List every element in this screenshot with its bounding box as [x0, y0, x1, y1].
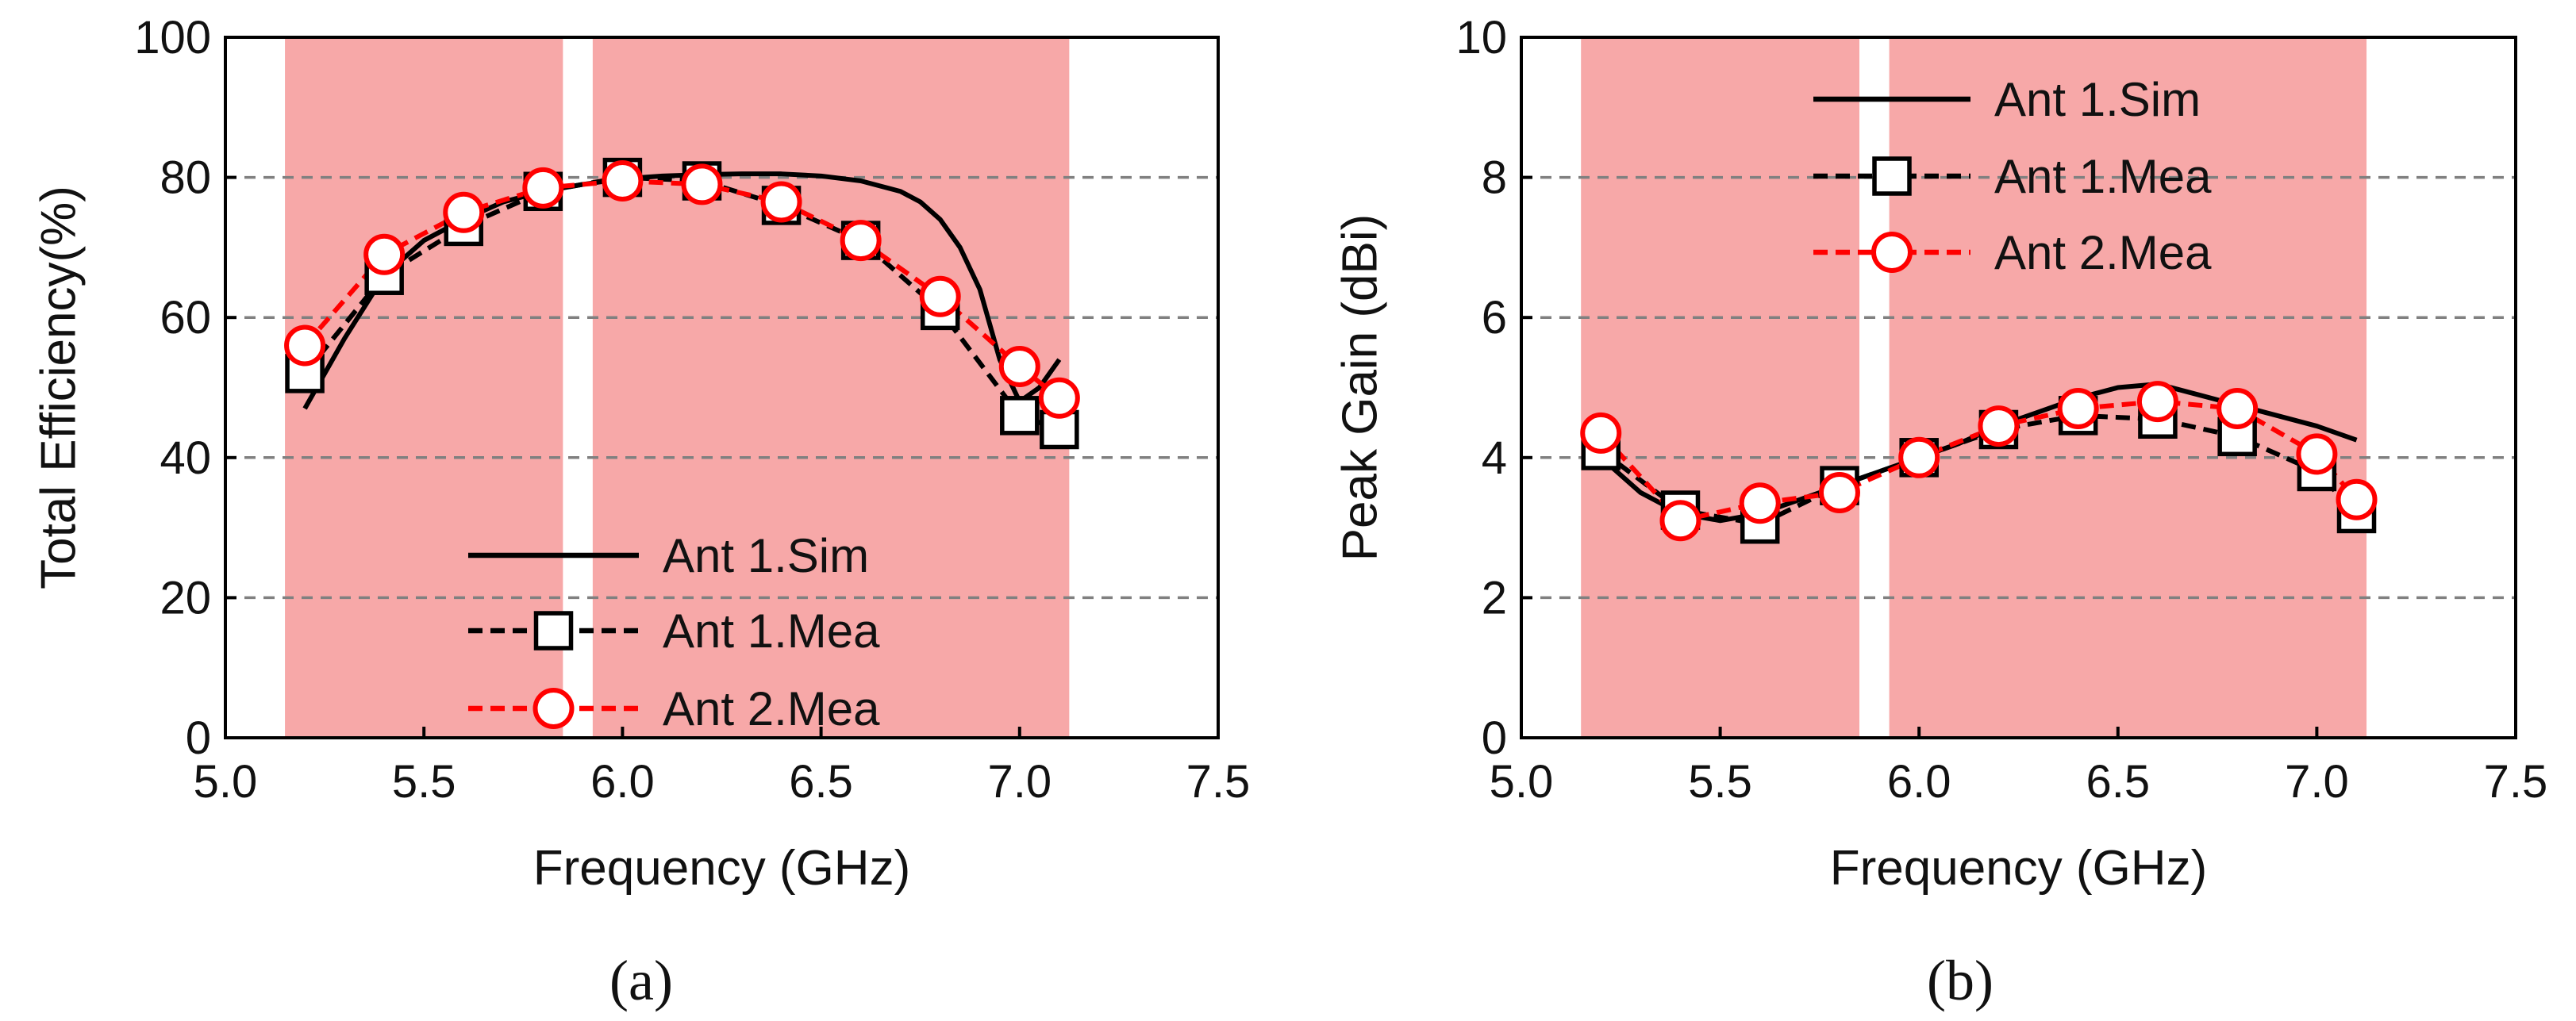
point-ant-2-mea [760, 181, 802, 223]
y-tick-label: 0 [1482, 712, 1507, 764]
point-ant-2-mea [2057, 387, 2099, 429]
x-axis-label: Frequency (GHz) [533, 841, 910, 896]
point-ant-2-mea [919, 275, 961, 317]
x-tick-label: 7.0 [987, 756, 1052, 808]
y-tick-label: 0 [186, 712, 211, 764]
legend-marker-ant-1-mea [533, 611, 574, 651]
gridlines [225, 175, 1218, 600]
legend-label-ant-2-mea: Ant 2.Mea [663, 682, 880, 735]
shaded-band-1 [285, 37, 563, 738]
point-ant-2-mea [1739, 482, 1781, 524]
plot-frame [224, 36, 1220, 739]
shaded-band-2 [592, 37, 1070, 738]
point-ant-2-mea [1659, 500, 1701, 542]
point-ant-1-mea [1000, 396, 1040, 436]
legend-label-ant-1-sim: Ant 1.Sim [663, 529, 869, 582]
y-tick-label: 6 [1482, 292, 1507, 344]
x-tick-label: 5.0 [194, 756, 258, 808]
point-ant-2-mea [2296, 433, 2338, 475]
legend-marker-ant-2-mea [533, 688, 575, 729]
point-ant-2-mea [522, 167, 564, 209]
point-ant-2-mea [284, 324, 326, 367]
y-tick-label: 4 [1482, 432, 1507, 484]
point-ant-2-mea [443, 191, 485, 233]
legend-label-ant-2-mea: Ant 2.Mea [1994, 226, 2212, 279]
x-tick-label: 7.5 [1186, 756, 1251, 808]
series-markers [284, 157, 1080, 450]
y-tick-label: 100 [134, 12, 211, 63]
plot-frame [1520, 36, 2517, 739]
point-ant-2-mea [840, 220, 882, 262]
shaded-band-1 [1581, 37, 1860, 738]
y-tick-label: 2 [1482, 572, 1507, 624]
y-tick-label: 80 [160, 152, 211, 204]
panel-caption: (a) [609, 949, 673, 1012]
y-tick-label: 20 [160, 572, 211, 624]
panel-a: 5.0 5.5 6.0 6.5 7.0 7.5 0 20 40 60 80 100 Frequenc… [31, 12, 1250, 1012]
legend: Ant 1.Sim Ant 1.Mea Ant 2.Mea [468, 529, 880, 735]
legend-marker-ant-1-mea [1872, 156, 1912, 196]
x-ticks: 5.0 5.5 6.0 6.5 7.0 7.5 [1490, 727, 2548, 808]
x-tick-label: 5.5 [1688, 756, 1752, 808]
x-tick-label: 6.0 [590, 756, 655, 808]
point-ant-2-mea [2336, 478, 2378, 520]
series-markers [1580, 381, 2378, 544]
y-ticks: 0 20 40 60 80 100 [134, 12, 236, 764]
point-ant-2-mea [1978, 405, 2020, 447]
series-line-ant-1-mea [302, 175, 1060, 432]
x-tick-label: 7.5 [2484, 756, 2548, 808]
legend-label-ant-1-mea: Ant 1.Mea [663, 605, 880, 658]
x-tick-label: 5.0 [1490, 756, 1554, 808]
point-ant-2-mea [1818, 471, 1860, 513]
legend-label-ant-1-mea: Ant 1.Mea [1994, 150, 2212, 203]
x-ticks: 5.0 5.5 6.0 6.5 7.0 7.5 [194, 727, 1251, 808]
shaded-bands [1581, 37, 2367, 738]
y-tick-label: 60 [160, 292, 211, 344]
x-tick-label: 7.0 [2285, 756, 2349, 808]
point-ant-2-mea [2217, 387, 2259, 429]
x-tick-label: 6.5 [789, 756, 853, 808]
y-tick-label: 40 [160, 432, 211, 484]
y-axis-label: Peak Gain (dBi) [1332, 214, 1387, 562]
x-tick-label: 6.0 [1887, 756, 1951, 808]
legend-marker-ant-2-mea [1871, 232, 1913, 273]
y-ticks: 0 2 4 6 8 10 [1455, 12, 1532, 764]
x-tick-label: 5.5 [392, 756, 456, 808]
point-ant-2-mea [1898, 436, 1940, 478]
panel-caption: (b) [1927, 949, 1994, 1012]
point-ant-2-mea [1580, 412, 1622, 454]
point-ant-2-mea [1038, 377, 1080, 419]
point-ant-2-mea [681, 163, 723, 205]
legend: Ant 1.Sim Ant 1.Mea Ant 2.Mea [1813, 73, 2212, 279]
panel-b: 5.0 5.5 6.0 6.5 7.0 7.5 0 2 4 6 8 10 Frequency (GH… [1332, 12, 2547, 1012]
gridlines [1521, 175, 2516, 600]
shaded-bands [285, 37, 1070, 738]
legend-label-ant-1-sim: Ant 1.Sim [1994, 73, 2201, 126]
point-ant-2-mea [998, 346, 1040, 388]
point-ant-2-mea [363, 233, 406, 275]
point-ant-2-mea [602, 160, 644, 202]
y-tick-label: 8 [1482, 152, 1507, 204]
point-ant-2-mea [2136, 381, 2178, 423]
x-tick-label: 6.5 [2086, 756, 2150, 808]
x-axis-label: Frequency (GHz) [1830, 841, 2207, 896]
y-axis-label: Total Efficiency(%) [31, 186, 86, 589]
y-tick-label: 10 [1455, 12, 1507, 63]
